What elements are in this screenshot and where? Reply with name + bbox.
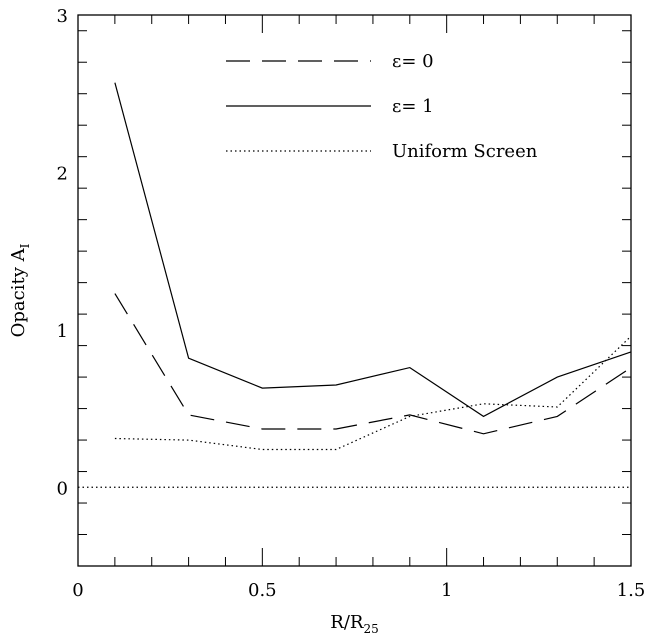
y-tick-label: 2 <box>57 163 68 184</box>
legend-label-0: ε= 0 <box>392 51 434 72</box>
y-tick-label: 1 <box>57 321 68 342</box>
axis-labels: 0 0.5 1 1.5 0 1 2 3 R/R25 Opacity AI <box>8 6 645 636</box>
plot-frame <box>77 14 632 567</box>
series-line-0 <box>114 293 632 435</box>
legend: ε= 0 ε= 1 Uniform Screen <box>226 51 538 162</box>
series-line-1 <box>114 82 632 418</box>
series-line-2 <box>114 335 632 451</box>
x-tick-label: 0 <box>72 580 83 601</box>
y-tick-label: 3 <box>57 6 68 27</box>
legend-label-1: ε= 1 <box>392 96 434 117</box>
x-axis-label: R/R25 <box>330 612 378 636</box>
legend-label-2: Uniform Screen <box>392 141 538 162</box>
y-axis-label: Opacity AI <box>8 243 32 337</box>
x-tick-label: 1 <box>441 580 452 601</box>
x-tick-label: 1.5 <box>617 580 646 601</box>
y-tick-label: 0 <box>57 478 68 499</box>
x-tick-label: 0.5 <box>248 580 277 601</box>
plot-area <box>78 82 632 488</box>
axis-ticks <box>78 15 631 566</box>
